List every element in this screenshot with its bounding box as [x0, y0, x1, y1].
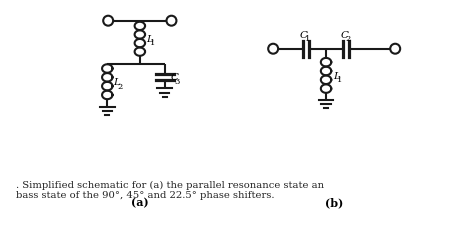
- Text: 1: 1: [150, 39, 156, 47]
- Text: (a): (a): [131, 196, 149, 207]
- Text: 2: 2: [118, 82, 123, 90]
- Text: L: L: [114, 78, 120, 87]
- Text: L: L: [333, 72, 340, 81]
- Text: C: C: [340, 31, 348, 40]
- Text: L: L: [146, 35, 154, 44]
- Text: C: C: [170, 73, 178, 82]
- Text: 2: 2: [346, 35, 351, 43]
- Text: . Simplified schematic for (a) the parallel resonance state an
bass state of the: . Simplified schematic for (a) the paral…: [16, 180, 324, 199]
- Text: 1: 1: [305, 35, 310, 43]
- Text: 1: 1: [337, 76, 342, 84]
- Text: (b): (b): [325, 196, 343, 207]
- Text: 3: 3: [174, 77, 179, 86]
- Text: C: C: [300, 31, 308, 40]
